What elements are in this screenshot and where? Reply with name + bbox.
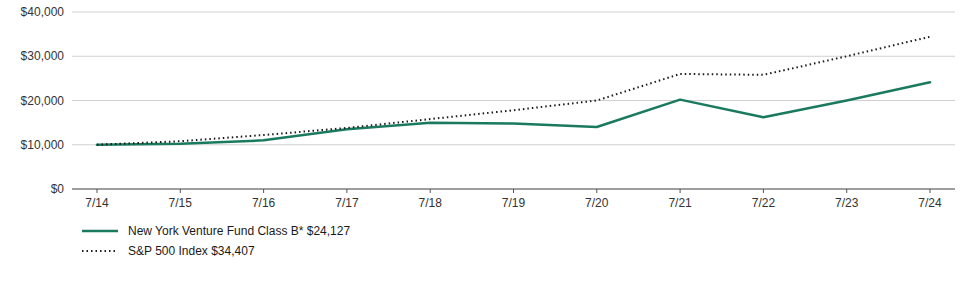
x-tick-label: 7/24: [918, 196, 942, 210]
x-tick: [96, 189, 97, 193]
x-tick-label: 7/14: [85, 196, 109, 210]
y-tick-label: $40,000: [21, 5, 65, 19]
x-tick-label: 7/18: [419, 196, 443, 210]
x-tick-label: 7/17: [335, 196, 359, 210]
x-tick: [846, 189, 847, 193]
x-tick: [180, 189, 181, 193]
y-axis: $0 $10,000 $20,000 $30,000 $40,000: [21, 5, 955, 196]
grid-line: [72, 12, 955, 13]
x-tick: [930, 189, 931, 193]
x-tick: [680, 189, 681, 193]
grid-line: [72, 56, 955, 57]
series-line: [97, 82, 930, 145]
x-tick-label: 7/22: [752, 196, 776, 210]
chart-svg: $0$10,000$20,000$30,000$40,0007/147/157/…: [0, 0, 975, 281]
legend-label: S&P 500 Index $34,407: [128, 244, 255, 258]
x-tick-label: 7/19: [502, 196, 526, 210]
x-tick-label: 7/16: [252, 196, 276, 210]
series-line: [97, 37, 930, 145]
x-tick: [513, 189, 514, 193]
x-axis: 7/14 7/15 7/16 7/17 7/18 7/19 7/20 7/21 7/22 7/23…: [72, 189, 955, 210]
y-tick-label: $0: [51, 182, 65, 196]
x-tick-label: 7/20: [585, 196, 609, 210]
legend-swatch: [82, 250, 118, 252]
x-tick: [346, 189, 347, 193]
x-tick-label: 7/23: [835, 196, 859, 210]
grid-line: [72, 100, 955, 101]
x-tick: [763, 189, 764, 193]
x-tick-label: 7/15: [169, 196, 193, 210]
y-tick-label: $30,000: [21, 49, 65, 63]
grid-line: [72, 144, 955, 145]
x-tick: [263, 189, 264, 193]
x-tick: [596, 189, 597, 193]
legend: New York Venture Fund Class B* $24,127 S&…: [82, 224, 350, 258]
y-tick-label: $20,000: [21, 94, 65, 108]
legend-swatch: [82, 230, 118, 233]
y-tick-label: $10,000: [21, 138, 65, 152]
x-tick-label: 7/21: [668, 196, 692, 210]
plot-area: [97, 37, 930, 145]
x-tick: [430, 189, 431, 193]
legend-label: New York Venture Fund Class B* $24,127: [128, 224, 350, 238]
chart-container: $0$10,000$20,000$30,000$40,0007/147/157/…: [0, 0, 975, 281]
